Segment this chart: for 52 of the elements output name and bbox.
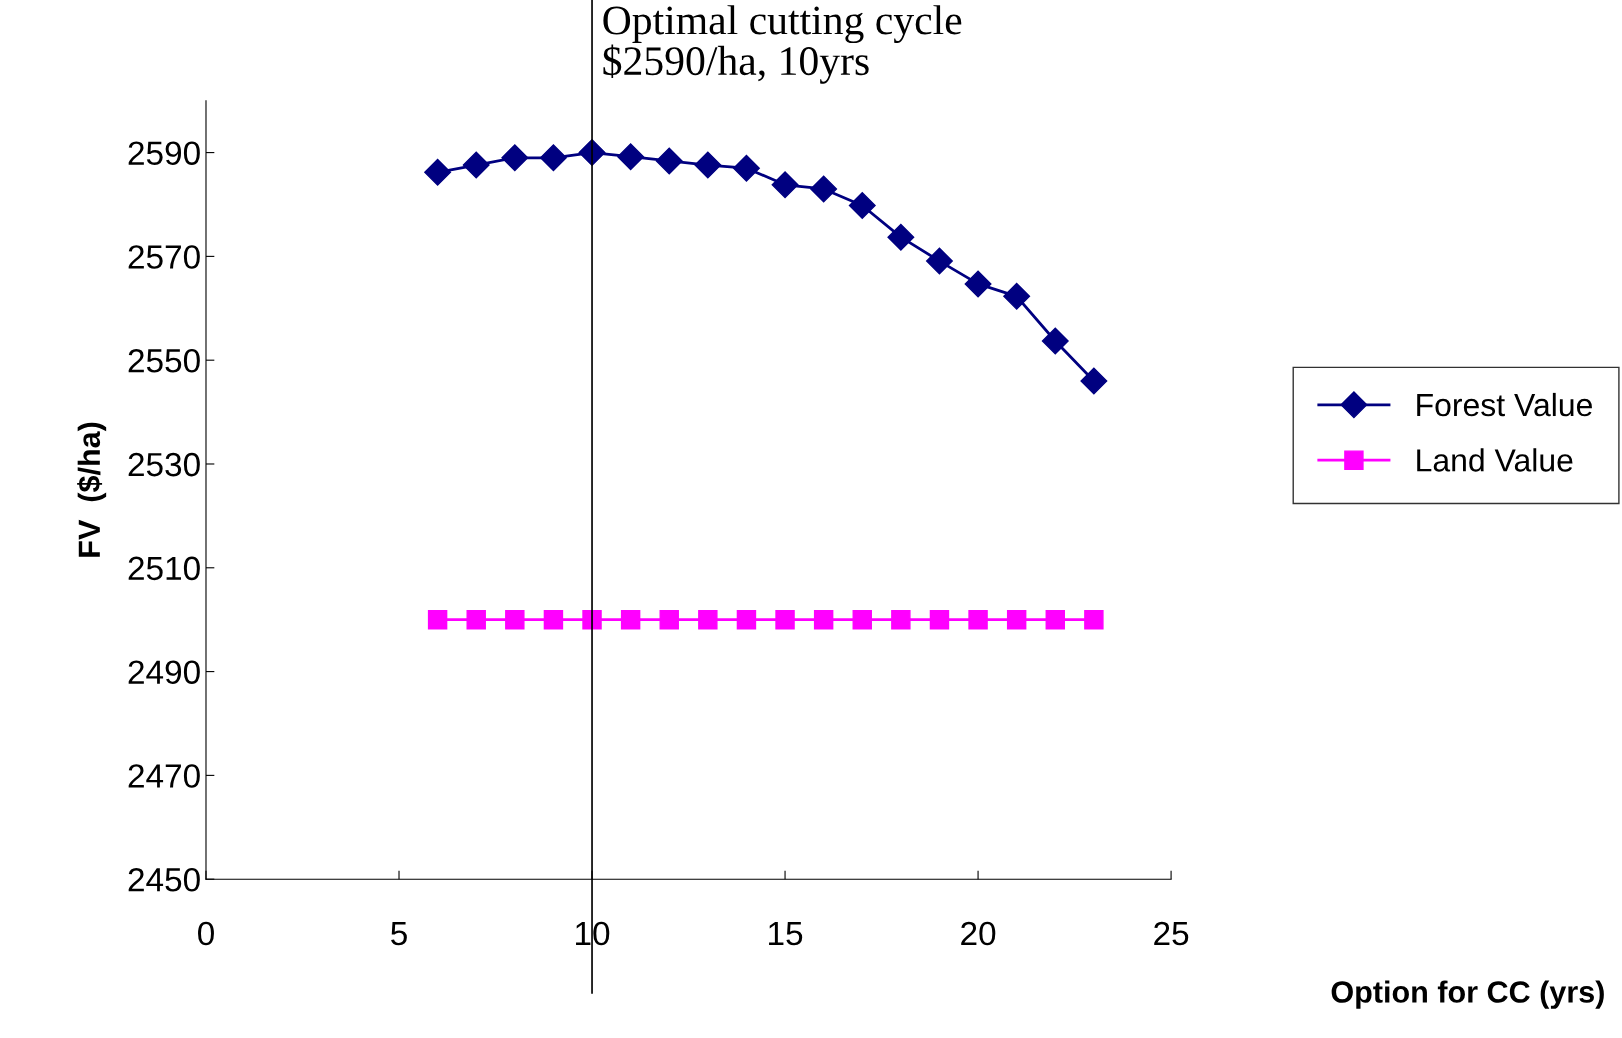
y-tick-label: 2570	[128, 245, 200, 269]
point	[732, 154, 760, 182]
point	[964, 270, 992, 298]
point	[539, 144, 567, 172]
point	[620, 609, 641, 630]
point	[466, 609, 486, 630]
point	[694, 151, 722, 179]
y-tick-label: 2530	[128, 452, 200, 477]
y-tick-label: 2550	[128, 348, 200, 373]
point	[1045, 609, 1065, 630]
point	[813, 609, 834, 630]
point	[852, 609, 872, 630]
point	[848, 192, 876, 219]
y-tick-label: 2470	[128, 764, 200, 788]
legend-label: Land Value	[1417, 448, 1573, 472]
legend-label: Forest Value	[1417, 392, 1592, 417]
x-tick-label: 0	[198, 921, 214, 946]
point	[891, 609, 911, 630]
ref-line-label: Optimal cutting cycle $2590/ha, 10yrs	[603, 5, 962, 84]
y-tick-label: 2450	[128, 867, 200, 892]
point	[655, 147, 683, 175]
point	[424, 158, 452, 186]
point	[1080, 367, 1108, 395]
point	[427, 609, 448, 630]
point	[659, 609, 679, 630]
point	[505, 609, 525, 630]
y-axis-title: FV ($/ha)	[77, 422, 107, 557]
point	[775, 609, 795, 630]
point	[1041, 327, 1069, 355]
x-tick-label: 5	[391, 922, 407, 946]
point	[501, 144, 529, 172]
point	[771, 171, 799, 199]
point	[1006, 609, 1027, 630]
y-tick-label: 2490	[128, 660, 200, 684]
point	[698, 609, 718, 630]
point	[1003, 282, 1031, 310]
x-tick-label: 25	[1154, 921, 1189, 946]
point	[617, 143, 645, 171]
point	[543, 609, 564, 630]
point	[887, 223, 915, 251]
point	[926, 247, 953, 275]
point	[810, 175, 838, 203]
point	[968, 609, 988, 630]
point	[736, 609, 757, 630]
x-axis-title: Option for CC (yrs)	[1331, 980, 1604, 1009]
y-tick-label: 2510	[128, 556, 200, 581]
point	[462, 151, 490, 179]
x-tick-label: 20	[961, 921, 996, 946]
point	[929, 609, 950, 630]
x-tick-label: 15	[769, 922, 803, 946]
point	[1084, 609, 1104, 630]
y-tick-label: 2590	[128, 141, 200, 165]
